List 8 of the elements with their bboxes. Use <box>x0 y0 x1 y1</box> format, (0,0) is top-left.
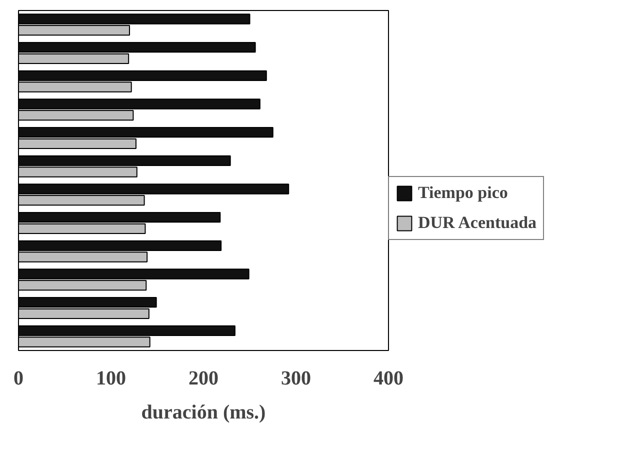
x-tick-label: 0 <box>14 368 24 390</box>
legend-label: DUR Acentuada <box>418 213 537 233</box>
x-tick-label: 200 <box>188 368 218 390</box>
x-tick-label: 400 <box>374 368 404 390</box>
x-axis-title: duración (ms.) <box>141 402 266 424</box>
legend-label: Tiempo pico <box>418 183 508 203</box>
x-tick-label: 300 <box>281 368 311 390</box>
x-tick-label: 100 <box>96 368 126 390</box>
